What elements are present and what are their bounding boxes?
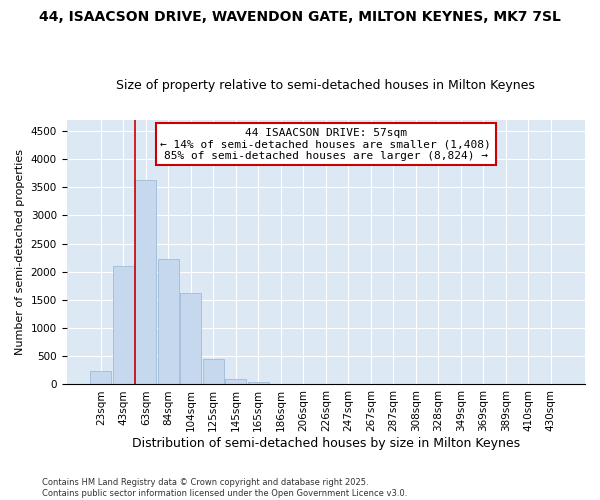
Text: Contains HM Land Registry data © Crown copyright and database right 2025.
Contai: Contains HM Land Registry data © Crown c… bbox=[42, 478, 407, 498]
Bar bbox=[248, 382, 269, 384]
X-axis label: Distribution of semi-detached houses by size in Milton Keynes: Distribution of semi-detached houses by … bbox=[132, 437, 520, 450]
Bar bbox=[158, 259, 179, 384]
Bar bbox=[180, 292, 202, 384]
Bar bbox=[135, 180, 157, 384]
Text: 44, ISAACSON DRIVE, WAVENDON GATE, MILTON KEYNES, MK7 7SL: 44, ISAACSON DRIVE, WAVENDON GATE, MILTO… bbox=[39, 10, 561, 24]
Bar bbox=[225, 378, 247, 384]
Bar bbox=[113, 266, 134, 384]
Bar bbox=[203, 359, 224, 384]
Bar bbox=[90, 371, 112, 384]
Y-axis label: Number of semi-detached properties: Number of semi-detached properties bbox=[15, 149, 25, 355]
Title: Size of property relative to semi-detached houses in Milton Keynes: Size of property relative to semi-detach… bbox=[116, 79, 535, 92]
Text: 44 ISAACSON DRIVE: 57sqm
← 14% of semi-detached houses are smaller (1,408)
85% o: 44 ISAACSON DRIVE: 57sqm ← 14% of semi-d… bbox=[160, 128, 491, 160]
